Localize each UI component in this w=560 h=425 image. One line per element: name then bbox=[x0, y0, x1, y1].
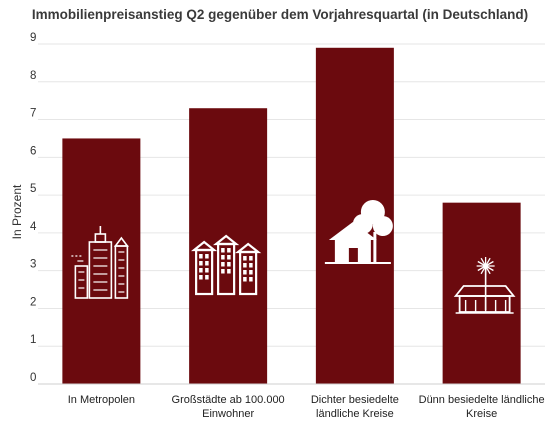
bars bbox=[62, 47, 521, 385]
bar-icons bbox=[71, 200, 516, 314]
x-category-label: Einwohner bbox=[202, 408, 254, 420]
x-category-label: ländliche Kreise bbox=[316, 408, 394, 420]
bar bbox=[189, 108, 268, 384]
house-with-trees-icon bbox=[324, 200, 393, 264]
y-tick-label: 2 bbox=[30, 296, 36, 308]
y-axis-ticks: 0 1 2 3 4 5 6 7 8 9 bbox=[30, 32, 37, 384]
y-tick-label: 8 bbox=[30, 70, 36, 82]
y-tick-label: 5 bbox=[30, 183, 36, 195]
x-category-label: Dünn besiedelte ländliche bbox=[419, 394, 545, 406]
x-category-label: Großstädte ab 100.000 bbox=[172, 394, 285, 406]
skyscrapers-icon bbox=[71, 226, 129, 299]
y-tick-label: 7 bbox=[30, 108, 36, 120]
x-category-label: Kreise bbox=[466, 408, 497, 420]
y-tick-label: 3 bbox=[30, 259, 36, 271]
y-tick-label: 4 bbox=[30, 221, 37, 233]
y-tick-label: 6 bbox=[30, 145, 36, 157]
x-category-label: In Metropolen bbox=[68, 394, 135, 406]
city-buildings-icon bbox=[190, 234, 262, 296]
y-tick-label: 1 bbox=[30, 334, 36, 346]
farmhouse-windmill-icon bbox=[453, 257, 516, 314]
bar bbox=[62, 138, 141, 384]
y-axis-label: In Prozent bbox=[10, 184, 24, 239]
chart-title: Immobilienpreisanstieg Q2 gegenüber dem … bbox=[31, 7, 529, 22]
y-tick-label: 0 bbox=[30, 372, 36, 384]
x-axis-category-labels: In Metropolen Großstädte ab 100.000 Einwoh… bbox=[68, 394, 545, 420]
x-category-label: Dichter besiedelte bbox=[311, 394, 399, 406]
y-tick-label: 9 bbox=[30, 32, 36, 44]
bar bbox=[442, 202, 521, 384]
